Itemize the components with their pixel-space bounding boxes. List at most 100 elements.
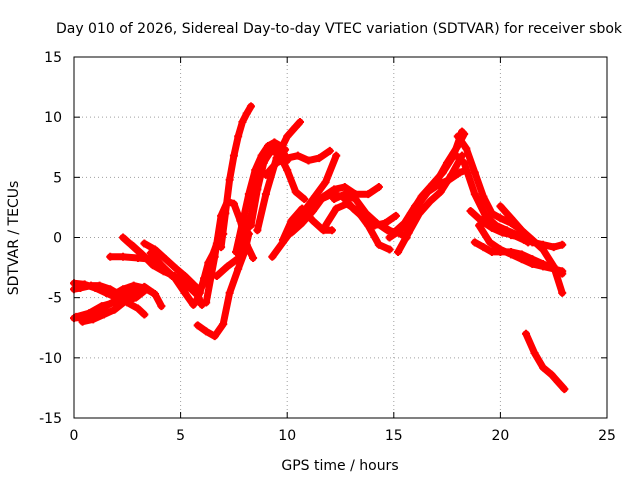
data-point — [253, 226, 262, 235]
data-point — [517, 226, 526, 235]
data-point — [391, 211, 400, 220]
data-point — [496, 245, 505, 254]
data-point — [498, 228, 507, 237]
data-point — [236, 252, 245, 261]
data-point — [99, 310, 108, 319]
axes: 0 5 10 15 20 25 -15 -10 -5 0 5 10 15 — [39, 50, 616, 444]
series-sat-27 — [385, 127, 467, 242]
data-point — [223, 262, 232, 271]
data-point — [266, 146, 275, 155]
data-point — [479, 243, 488, 252]
data-point — [539, 262, 548, 271]
data-point — [291, 122, 300, 131]
data-point — [327, 226, 336, 235]
data-point — [225, 175, 234, 184]
data-point — [308, 216, 317, 225]
x-tick-label: 0 — [70, 428, 79, 444]
data-point — [146, 249, 155, 258]
x-tick-label: 15 — [385, 428, 403, 444]
data-point — [157, 261, 166, 270]
data-point — [193, 321, 202, 330]
chart-title: Day 010 of 2026, Sidereal Day-to-day VTE… — [56, 21, 623, 37]
data-point — [287, 228, 296, 237]
data-point — [91, 284, 100, 293]
data-point — [229, 151, 238, 160]
x-axis-title: GPS time / hours — [281, 458, 398, 474]
series-sat-29 — [402, 166, 471, 235]
data-point — [558, 240, 567, 249]
data-point — [394, 247, 403, 256]
data-point — [453, 132, 462, 141]
data-point — [151, 245, 160, 254]
data-point — [249, 253, 258, 262]
data-point — [434, 180, 443, 189]
data-point — [238, 117, 247, 126]
data-point — [195, 288, 204, 297]
data-point — [539, 363, 548, 372]
data-point — [436, 187, 445, 196]
data-point — [278, 235, 287, 244]
data-point — [295, 117, 304, 126]
data-point — [268, 252, 277, 261]
series-sat-28 — [394, 151, 467, 256]
data-point — [340, 190, 349, 199]
data-point — [364, 221, 373, 230]
data-point — [481, 211, 490, 220]
data-point — [507, 231, 516, 240]
data-point — [283, 166, 292, 175]
data-point — [89, 315, 98, 324]
data-point — [142, 285, 151, 294]
data-point — [246, 221, 255, 230]
data-point — [180, 272, 189, 281]
data-point — [507, 250, 516, 259]
data-point — [340, 182, 349, 191]
data-point — [78, 317, 87, 326]
data-point — [487, 223, 496, 232]
data-point — [72, 312, 81, 321]
data-point — [138, 250, 147, 259]
y-tick-label: -5 — [48, 291, 62, 307]
data-point — [381, 223, 390, 232]
data-point — [364, 190, 373, 199]
data-point — [466, 207, 475, 216]
y-tick-label: 0 — [53, 231, 62, 247]
data-point — [140, 310, 149, 319]
x-tick-label: 25 — [598, 428, 616, 444]
y-tick-label: 10 — [44, 110, 62, 126]
data-point — [217, 243, 226, 252]
series-sat-14 — [217, 102, 255, 252]
data-point — [261, 170, 270, 179]
data-point — [84, 309, 93, 318]
data-point — [479, 192, 488, 201]
data-point — [251, 166, 260, 175]
data-point — [413, 202, 422, 211]
data-point — [234, 132, 243, 141]
data-point — [549, 243, 558, 252]
data-point — [168, 272, 177, 281]
data-point — [462, 144, 471, 153]
data-point — [402, 226, 411, 235]
data-point — [423, 187, 432, 196]
data-point — [530, 349, 539, 358]
data-point — [272, 158, 281, 167]
data-point — [487, 247, 496, 256]
data-point — [246, 102, 255, 111]
data-point — [553, 377, 562, 386]
data-point — [259, 158, 268, 167]
data-point — [496, 214, 505, 223]
series-sat-19 — [261, 146, 334, 179]
data-point — [234, 264, 243, 273]
data-point — [317, 194, 326, 203]
data-point — [475, 221, 484, 230]
data-point — [549, 262, 558, 271]
data-point — [80, 280, 89, 289]
data-point — [517, 255, 526, 264]
data-point — [244, 190, 253, 199]
data-point — [253, 185, 262, 194]
data-point — [119, 252, 128, 261]
series-sat-05 — [72, 285, 151, 321]
series-sat-36 — [507, 231, 567, 252]
data-point — [558, 288, 567, 297]
series-line — [247, 147, 308, 229]
